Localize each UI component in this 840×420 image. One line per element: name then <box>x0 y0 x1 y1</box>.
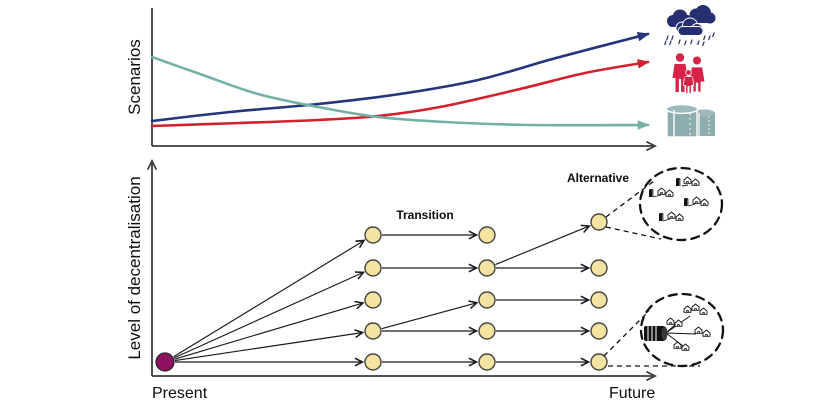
population-demand-scenario-line <box>150 59 650 128</box>
pathway-node-A1 <box>364 226 382 244</box>
family-icon <box>672 53 706 94</box>
scenario-curves <box>150 31 650 130</box>
climate-rainfall-scenario-line <box>150 31 650 123</box>
house-icon <box>683 305 692 313</box>
pathway-node-C3 <box>590 291 608 309</box>
pathway-node-B4 <box>478 322 496 340</box>
pathway-node-B3 <box>478 291 496 309</box>
house-icon <box>674 319 683 327</box>
bottom-chart: Level of decentralisation Present Future… <box>125 158 725 402</box>
dashed-link-2 <box>603 310 650 357</box>
tower-icon <box>659 213 664 221</box>
pathway-node-B5 <box>478 353 496 371</box>
bottom-chart-y-axis-label: Level of decentralisation <box>125 176 144 359</box>
water-tank-icon <box>644 326 668 341</box>
house-icon <box>666 317 675 325</box>
decentralised-communities-illustration <box>649 176 709 222</box>
house-icon <box>692 196 701 204</box>
rain-icon <box>664 32 715 47</box>
alternative-annotation: Alternative <box>567 171 629 185</box>
pathway-node-A5 <box>364 353 382 371</box>
house-icon <box>681 343 690 351</box>
house-icon <box>675 213 684 221</box>
transition-annotation: Transition <box>396 208 453 222</box>
house-icon <box>683 176 692 184</box>
water-tanks-icon <box>665 103 715 138</box>
house-icon <box>673 341 682 349</box>
centralised-supply-scenario-line <box>150 55 650 130</box>
pathway-node-ALT <box>590 213 608 231</box>
house-icon <box>657 187 666 195</box>
pathway-edge-A4-B3 <box>381 303 477 330</box>
house-icon <box>667 211 676 219</box>
pathway-node-A2 <box>364 259 382 277</box>
house-icon <box>702 329 711 337</box>
centralised-network-illustration <box>644 303 711 351</box>
pathway-edge-O-A1 <box>173 241 364 358</box>
present-label: Present <box>152 385 208 402</box>
pathway-edge-B2-ALT <box>495 226 588 266</box>
transition-pathway-graph <box>155 213 608 372</box>
tower-icon <box>684 198 689 206</box>
pathway-node-C5 <box>590 353 608 371</box>
house-icon <box>665 189 674 197</box>
pathway-edge-O-A3 <box>174 303 363 360</box>
decentralised-communities-illustration-circle <box>638 166 724 242</box>
house-icon <box>694 326 703 334</box>
pathway-node-B2 <box>478 259 496 277</box>
pathway-edge-O-A2 <box>173 273 363 359</box>
pathway-node-A4 <box>364 322 382 340</box>
pathway-node-A3 <box>364 291 382 309</box>
rain-clouds-icon <box>664 5 716 47</box>
pathway-node-C2 <box>590 259 608 277</box>
present-origin-node <box>155 352 175 372</box>
pathway-edge-O-A4 <box>174 333 362 362</box>
dashed-link-0 <box>605 180 655 218</box>
house-icon <box>691 178 700 186</box>
house-icon <box>699 307 708 315</box>
pathway-node-C4 <box>590 322 608 340</box>
future-label: Future <box>609 385 655 402</box>
centralised-network-illustration-circle <box>639 292 725 368</box>
top-chart-y-axis-label: Scenarios <box>125 39 144 115</box>
dashed-link-1 <box>605 226 662 240</box>
pathway-node-B1 <box>478 226 496 244</box>
tower-icon <box>649 189 654 197</box>
tower-icon <box>676 178 681 186</box>
top-chart: Scenarios <box>125 5 716 152</box>
zoom-detail-circles <box>638 166 725 368</box>
house-icon <box>700 198 709 206</box>
house-icon <box>691 303 700 311</box>
